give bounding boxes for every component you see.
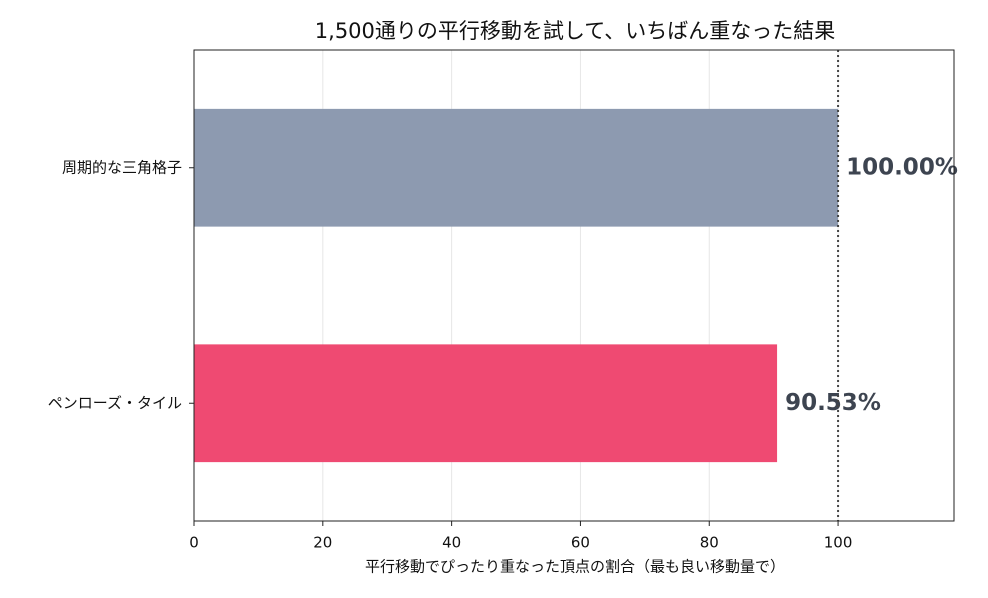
x-tick-label: 80 — [700, 534, 719, 552]
value-label: 100.00% — [846, 154, 958, 180]
y-tick-label: 周期的な三角格子 — [62, 158, 182, 176]
bar — [194, 344, 778, 463]
chart-title: 1,500通りの平行移動を試して、いちばん重なった結果 — [315, 19, 835, 43]
plot-frame — [193, 49, 955, 522]
x-tick-label: 40 — [442, 534, 461, 552]
x-tick-label: 100 — [824, 534, 853, 552]
x-tick-label: 20 — [313, 534, 332, 552]
value-label: 90.53% — [785, 390, 881, 416]
bar — [194, 108, 839, 227]
x-tick-label: 0 — [189, 534, 199, 552]
x-axis-label: 平行移動でぴったり重なった頂点の割合（最も良い移動量で） — [365, 558, 785, 576]
x-tick-label: 60 — [571, 534, 590, 552]
y-tick-label: ペンローズ・タイル — [48, 394, 182, 412]
